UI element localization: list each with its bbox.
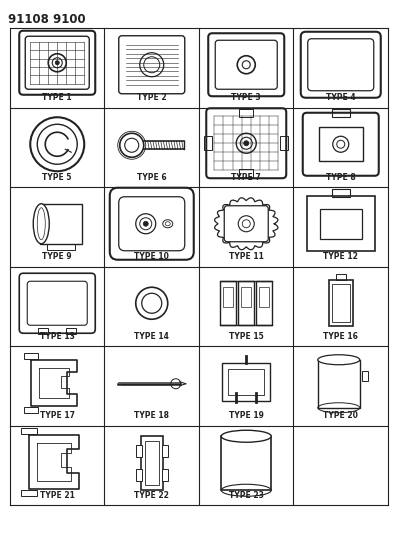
Bar bbox=[141, 436, 163, 490]
Bar bbox=[336, 274, 346, 280]
Ellipse shape bbox=[318, 355, 360, 365]
Text: TYPE 7: TYPE 7 bbox=[231, 173, 261, 182]
Bar bbox=[238, 281, 254, 325]
Text: TYPE 12: TYPE 12 bbox=[323, 253, 358, 262]
Bar bbox=[222, 363, 270, 401]
Circle shape bbox=[237, 56, 255, 74]
Bar bbox=[329, 280, 353, 326]
Ellipse shape bbox=[33, 204, 49, 244]
Bar bbox=[223, 287, 233, 307]
Text: TYPE 18: TYPE 18 bbox=[134, 411, 169, 421]
Bar bbox=[145, 441, 159, 485]
Text: TYPE 4: TYPE 4 bbox=[326, 93, 355, 102]
Text: TYPE 20: TYPE 20 bbox=[323, 411, 358, 421]
Text: TYPE 5: TYPE 5 bbox=[43, 173, 72, 182]
Bar bbox=[21, 428, 37, 434]
Text: TYPE 10: TYPE 10 bbox=[134, 253, 169, 262]
Text: TYPE 6: TYPE 6 bbox=[137, 173, 167, 182]
Bar bbox=[239, 109, 253, 117]
Bar bbox=[40, 204, 82, 244]
Bar bbox=[318, 360, 360, 408]
Bar bbox=[241, 287, 251, 307]
Circle shape bbox=[143, 221, 148, 226]
Text: TYPE 16: TYPE 16 bbox=[323, 332, 358, 341]
Polygon shape bbox=[215, 198, 278, 249]
Bar bbox=[228, 369, 264, 395]
Circle shape bbox=[140, 53, 164, 77]
Circle shape bbox=[52, 58, 62, 68]
Bar bbox=[307, 196, 375, 251]
Bar bbox=[204, 136, 212, 150]
Bar bbox=[256, 281, 272, 325]
Text: 91108 9100: 91108 9100 bbox=[8, 13, 85, 26]
Bar bbox=[239, 169, 253, 177]
Text: TYPE 8: TYPE 8 bbox=[326, 173, 356, 182]
Circle shape bbox=[238, 216, 254, 232]
Text: TYPE 11: TYPE 11 bbox=[229, 253, 264, 262]
Bar bbox=[220, 281, 236, 325]
Bar bbox=[332, 109, 350, 117]
Text: TYPE 15: TYPE 15 bbox=[229, 332, 264, 341]
Bar bbox=[362, 371, 368, 381]
Text: TYPE 3: TYPE 3 bbox=[231, 93, 261, 102]
Ellipse shape bbox=[221, 430, 271, 442]
Text: TYPE 17: TYPE 17 bbox=[40, 411, 75, 421]
Circle shape bbox=[333, 136, 349, 152]
Bar bbox=[136, 469, 142, 481]
Bar bbox=[66, 328, 76, 334]
Text: TYPE 19: TYPE 19 bbox=[229, 411, 264, 421]
Bar bbox=[280, 136, 288, 150]
Bar bbox=[24, 353, 38, 359]
Text: TYPE 13: TYPE 13 bbox=[40, 332, 75, 341]
Text: TYPE 14: TYPE 14 bbox=[134, 332, 169, 341]
Bar bbox=[162, 445, 168, 457]
Bar bbox=[221, 436, 271, 490]
Bar bbox=[38, 328, 48, 334]
Text: TYPE 2: TYPE 2 bbox=[137, 93, 167, 102]
Bar bbox=[21, 490, 37, 496]
Bar bbox=[259, 287, 269, 307]
Circle shape bbox=[236, 133, 256, 154]
Bar bbox=[136, 445, 142, 457]
Bar bbox=[47, 244, 75, 250]
Circle shape bbox=[136, 214, 156, 234]
Bar bbox=[319, 127, 363, 161]
Text: TYPE 21: TYPE 21 bbox=[40, 491, 75, 500]
Text: TYPE 22: TYPE 22 bbox=[134, 491, 169, 500]
Text: TYPE 9: TYPE 9 bbox=[43, 253, 72, 262]
Text: TYPE 1: TYPE 1 bbox=[43, 93, 72, 102]
Bar bbox=[332, 189, 350, 197]
Bar bbox=[332, 284, 350, 322]
Bar bbox=[320, 209, 362, 239]
Circle shape bbox=[55, 61, 59, 64]
Text: TYPE 23: TYPE 23 bbox=[229, 491, 264, 500]
Bar bbox=[162, 469, 168, 481]
Circle shape bbox=[171, 379, 181, 389]
Bar bbox=[24, 407, 38, 413]
Circle shape bbox=[244, 141, 249, 146]
